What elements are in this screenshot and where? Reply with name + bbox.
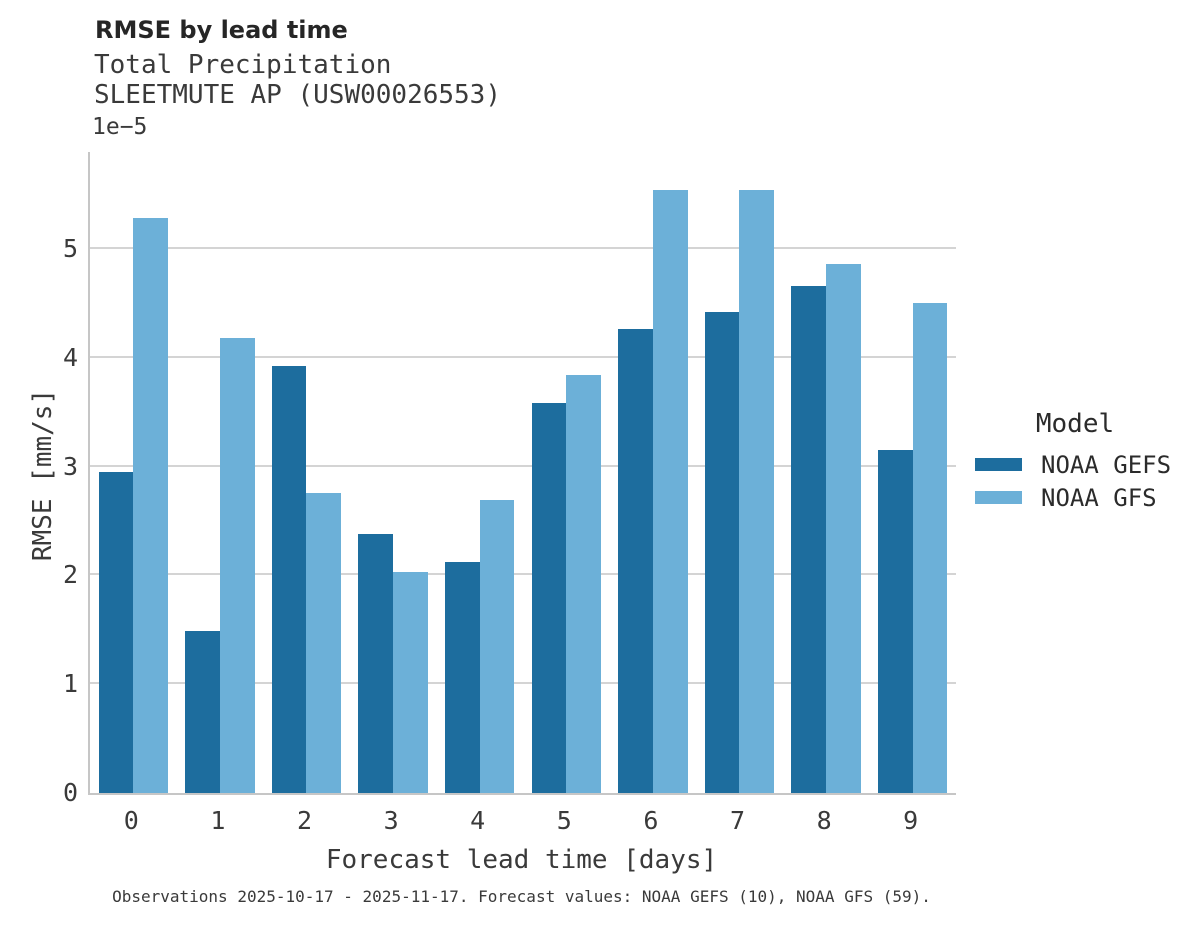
bar-group-lead-6 xyxy=(610,152,697,793)
legend-item-noaa-gfs: NOAA GFS xyxy=(966,481,1184,514)
bar-group-lead-5 xyxy=(523,152,610,793)
x-tick-label-6: 6 xyxy=(643,806,659,835)
chart-subtitle-variable: Total Precipitation xyxy=(94,50,392,80)
x-tick-label-1: 1 xyxy=(210,806,226,835)
legend-item-noaa-gefs: NOAA GEFS xyxy=(966,448,1184,481)
x-tick-label-0: 0 xyxy=(123,806,139,835)
y-tick-label-5: 5 xyxy=(62,233,78,263)
legend: Model NOAA GEFS NOAA GFS xyxy=(966,409,1184,514)
bar-group-lead-1 xyxy=(177,152,264,793)
bar-noaa-gfs-lead-8 xyxy=(826,264,861,793)
bar-noaa-gfs-lead-2 xyxy=(306,492,342,793)
x-tick-label-8: 8 xyxy=(816,806,832,835)
bar-group-lead-7 xyxy=(696,152,783,793)
bar-noaa-gfs-lead-0 xyxy=(133,218,168,793)
x-tick-label-3: 3 xyxy=(383,806,399,835)
bar-noaa-gfs-lead-6 xyxy=(652,190,688,793)
bar-noaa-gefs-lead-1 xyxy=(185,630,220,793)
x-tick-label-2: 2 xyxy=(296,806,313,835)
legend-items: NOAA GEFS NOAA GFS xyxy=(966,448,1184,514)
bar-noaa-gefs-lead-7 xyxy=(704,311,740,793)
bar-noaa-gfs-lead-4 xyxy=(479,500,515,793)
x-tick-label-7: 7 xyxy=(729,806,746,835)
bar-noaa-gefs-lead-9 xyxy=(878,450,913,793)
chart-subtitle-station: SLEETMUTE AP (USW00026553) xyxy=(94,80,501,110)
chart-title: RMSE by lead time xyxy=(95,16,348,44)
legend-swatch-noaa-gfs xyxy=(975,491,1022,504)
gridline-y-4 xyxy=(90,355,956,358)
gridline-y-5 xyxy=(90,246,956,249)
bar-noaa-gefs-lead-4 xyxy=(445,562,480,793)
gridline-y-1 xyxy=(90,682,956,685)
bar-group-lead-2 xyxy=(263,152,350,793)
bar-noaa-gfs-lead-3 xyxy=(393,572,428,793)
bar-noaa-gfs-lead-7 xyxy=(739,190,775,793)
bar-noaa-gefs-lead-3 xyxy=(358,534,394,793)
bar-noaa-gefs-lead-0 xyxy=(98,471,134,793)
x-tick-label-9: 9 xyxy=(903,806,919,835)
bar-noaa-gfs-lead-5 xyxy=(566,375,601,793)
bar-noaa-gefs-lead-2 xyxy=(271,366,307,793)
legend-label-noaa-gefs: NOAA GEFS xyxy=(1041,450,1172,479)
bar-group-lead-4 xyxy=(436,152,523,793)
gridline-y-3 xyxy=(90,464,956,467)
bar-noaa-gefs-lead-6 xyxy=(618,329,653,793)
y-tick-label-4: 4 xyxy=(62,342,78,372)
legend-title: Model xyxy=(1035,409,1115,439)
x-tick-label-5: 5 xyxy=(556,806,572,835)
bar-group-lead-8 xyxy=(783,152,870,793)
bar-noaa-gfs-lead-9 xyxy=(912,303,948,793)
y-tick-label-2: 2 xyxy=(62,560,78,590)
x-axis-label: Forecast lead time [days] xyxy=(325,845,718,875)
x-tick-label-4: 4 xyxy=(470,806,486,835)
y-axis-offset-label: 1e−5 xyxy=(92,114,148,140)
legend-swatch-noaa-gefs xyxy=(975,458,1022,471)
legend-label-noaa-gfs: NOAA GFS xyxy=(1041,483,1157,512)
bar-group-lead-0 xyxy=(90,152,177,793)
bar-group-lead-3 xyxy=(350,152,437,793)
figure-caption: Observations 2025-10-17 - 2025-11-17. Fo… xyxy=(112,887,931,906)
y-tick-label-1: 1 xyxy=(62,669,78,699)
plot-area xyxy=(88,152,956,795)
bar-group-lead-9 xyxy=(869,152,956,793)
gridline-y-2 xyxy=(90,573,956,576)
bar-noaa-gefs-lead-8 xyxy=(791,285,827,793)
bar-noaa-gefs-lead-5 xyxy=(531,403,567,793)
y-tick-label-0: 0 xyxy=(62,778,78,807)
y-tick-label-3: 3 xyxy=(62,451,78,481)
bar-noaa-gfs-lead-1 xyxy=(219,338,255,793)
